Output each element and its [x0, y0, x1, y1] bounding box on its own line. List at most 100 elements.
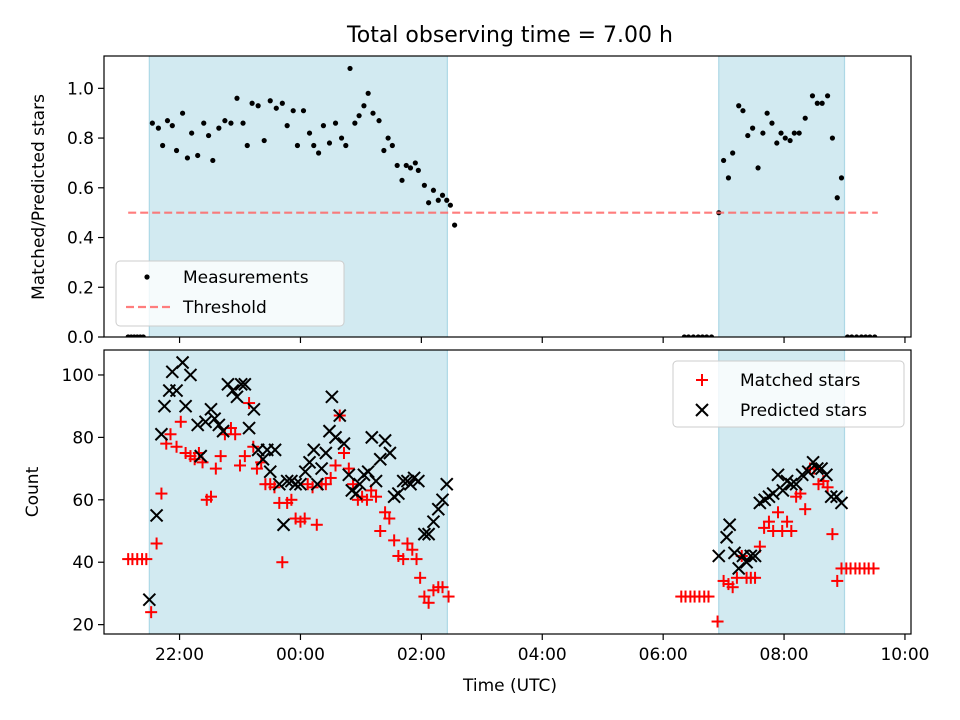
bottom-predicted-stars-point-90 [806, 455, 820, 470]
top-measurements-point-106 [872, 334, 878, 337]
bottom-matched-stars-point-87 [749, 571, 762, 584]
top-measurements-point-96 [824, 93, 831, 99]
top-measurements-point-82 [755, 165, 761, 171]
bottom-matched-stars-point-94 [781, 515, 794, 528]
bottom-predicted-stars-point-9 [183, 368, 198, 382]
top-measurements-point-75 [721, 157, 727, 164]
bottom-legend-box [672, 360, 905, 428]
top-measurements-point-33 [294, 142, 301, 149]
top-measurements-point-104 [863, 334, 869, 337]
bottom-matched-stars-point-95 [785, 525, 798, 538]
bottom-predicted-stars-point-18 [226, 383, 240, 398]
bottom-matched-stars-point-25 [238, 450, 251, 463]
bottom-matched-stars-point-7 [155, 487, 168, 500]
top-measurements-point-5 [140, 334, 146, 337]
top-measurements-point-100 [844, 334, 851, 337]
top-x-axis [178, 337, 906, 343]
bottom-matched-stars-point-79 [711, 615, 724, 628]
bottom-xtick-label-6: 10:00 [880, 645, 929, 665]
bottom-predicted-stars-point-45 [337, 436, 351, 451]
top-measurements-point-57 [412, 160, 418, 166]
legend-matched-label: Matched stars [740, 371, 860, 391]
top-measurements-point-98 [834, 195, 840, 201]
bottom-matched-stars-point-103 [821, 481, 834, 494]
bottom-matched-stars-point-82 [726, 581, 739, 594]
top-measurements-point-62 [435, 197, 441, 203]
bottom-predicted-stars-point-67 [431, 502, 445, 516]
bottom-predicted-stars-point-22 [242, 421, 256, 435]
legend-predicted-marker [695, 403, 709, 417]
top-measurements-point-70 [695, 334, 701, 337]
bottom-matched-stars-point-44 [319, 478, 332, 491]
top-measurements-point-79 [740, 108, 746, 114]
bottom-matched-stars-point-11 [174, 415, 187, 428]
legend-threshold-label: Threshold [182, 298, 267, 318]
bottom-predicted-stars-point-63 [411, 474, 426, 488]
bottom-matched-stars-point-58 [383, 512, 396, 525]
bottom-shade-0 [149, 350, 448, 634]
top-measurements-point-16 [201, 120, 207, 126]
top-measurements-point-68 [685, 334, 692, 337]
bottom-matched-stars-point-61 [397, 553, 410, 566]
top-measurements-point-101 [849, 334, 855, 337]
bottom-predicted-stars-point-78 [748, 549, 762, 563]
top-measurements-point-77 [730, 150, 736, 156]
top-measurements-point-24 [244, 142, 250, 149]
bottom-matched-stars-point-42 [310, 518, 323, 531]
top-measurements-point-67 [681, 334, 687, 337]
bottom-matched-stars-point-113 [867, 562, 880, 575]
top-measurements-point-43 [347, 65, 353, 72]
bottom-predicted-stars-point-93 [819, 468, 834, 482]
top-measurements-point-83 [760, 130, 766, 136]
bottom-ytick-label-3: 80 [72, 428, 94, 448]
bottom-predicted-stars-point-52 [365, 430, 379, 445]
bottom-plot-marks [122, 355, 880, 628]
top-measurements-point-40 [332, 120, 339, 126]
bottom-xtick-label-2: 02:00 [397, 645, 446, 665]
bottom-matched-stars-point-36 [285, 493, 298, 506]
bottom-predicted-stars-point-34 [293, 477, 308, 491]
top-measurements-point-19 [216, 125, 222, 131]
bottom-predicted-stars-point-96 [834, 496, 849, 510]
top-measurements-point-73 [708, 334, 715, 337]
top-measurements-point-30 [279, 100, 285, 106]
bottom-matched-stars-point-32 [268, 481, 281, 494]
bottom-matched-stars-point-65 [414, 571, 427, 584]
bottom-matched-stars-point-98 [799, 503, 812, 516]
top-measurements-point-87 [778, 130, 784, 136]
top-measurements-point-49 [376, 118, 382, 124]
bottom-matched-stars-point-39 [298, 512, 311, 525]
bottom-predicted-stars-point-19 [230, 390, 244, 404]
bottom-matched-stars-point-19 [209, 462, 222, 475]
bottom-predicted-stars-point-84 [776, 483, 790, 498]
bottom-predicted-stars-point-46 [342, 468, 356, 482]
top-measurements-point-32 [290, 108, 296, 114]
bottom-xtick-label-5: 08:00 [760, 645, 809, 665]
bottom-matched-stars-point-48 [337, 446, 350, 459]
bottom-predicted-stars-point-91 [810, 461, 825, 476]
bottom-predicted-stars-point-43 [328, 430, 343, 445]
top-measurements-point-95 [819, 100, 825, 106]
bottom-matched-stars-point-62 [401, 537, 414, 550]
bottom-predicted-stars-point-76 [739, 555, 754, 569]
bottom-matched-stars-point-64 [410, 553, 423, 566]
bottom-predicted-stars-point-35 [298, 465, 313, 479]
bottom-predicted-stars-point-16 [216, 424, 230, 438]
legend-measurements-label: Measurements [183, 268, 309, 288]
top-ytick-label-1: 0.2 [67, 278, 94, 298]
top-measurements-point-28 [267, 98, 273, 104]
top-measurements-point-60 [426, 200, 432, 206]
bottom-predicted-stars-point-53 [369, 474, 383, 488]
bottom-predicted-stars-point-30 [276, 518, 291, 532]
bottom-predicted-stars-point-20 [234, 377, 248, 392]
bottom-predicted-stars-point-12 [198, 415, 213, 429]
bottom-predicted-stars-point-0 [142, 592, 157, 607]
bottom-predicted-stars-point-77 [744, 549, 758, 563]
top-measurements-point-86 [774, 140, 780, 146]
top-measurements-point-94 [814, 100, 820, 106]
legend-predicted-label: Predicted stars [740, 401, 867, 421]
top-axes-frame [103, 55, 912, 338]
bottom-matched-stars-point-89 [758, 521, 771, 534]
bottom-matched-stars-point-67 [422, 596, 435, 609]
top-measurements-point-42 [343, 142, 349, 149]
